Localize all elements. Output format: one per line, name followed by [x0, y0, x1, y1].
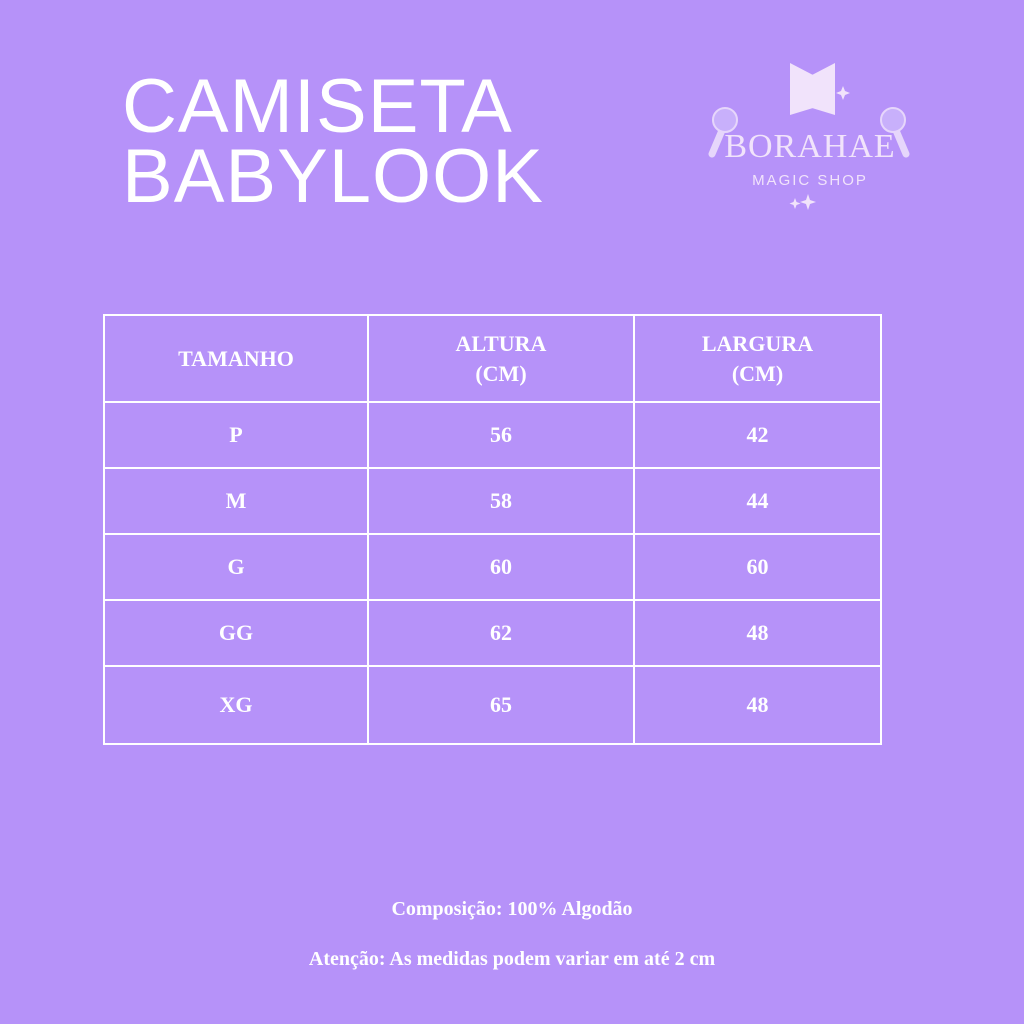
size-cell: XG — [103, 665, 369, 745]
title-line-1: CAMISETA — [122, 64, 513, 149]
composition-note: Composição: 100% Algodão — [391, 898, 633, 920]
header-width-unit: (CM) — [731, 360, 784, 386]
size-cell: G — [103, 533, 369, 601]
table-row: GG 62 48 — [103, 599, 882, 667]
width-cell: 48 — [633, 665, 882, 745]
logo-graphic — [708, 63, 910, 210]
height-cell: 56 — [367, 401, 635, 469]
title-line-2: BABYLOOK — [122, 134, 544, 219]
height-cell: 65 — [367, 665, 635, 745]
width-cell: 48 — [633, 599, 882, 667]
width-cell: 60 — [633, 533, 882, 601]
size-cell: GG — [103, 599, 369, 667]
width-cell: 42 — [633, 401, 882, 469]
sparkle-icon — [836, 86, 850, 100]
table-header-row: TAMANHO ALTURA (CM) LARGURA (CM) — [103, 314, 882, 403]
header-size: TAMANHO — [103, 314, 369, 403]
header-height-label: ALTURA — [455, 330, 547, 356]
size-table: TAMANHO ALTURA (CM) LARGURA (CM) P 56 42 M 58… — [103, 314, 882, 745]
header-width-label: LARGURA — [701, 330, 814, 356]
page-title: CAMISETA BABYLOOK — [122, 64, 544, 219]
sparkle-icon — [789, 194, 816, 210]
height-cell: 58 — [367, 467, 635, 535]
logo-brand-text: BORAHAE — [724, 128, 896, 165]
height-cell: 60 — [367, 533, 635, 601]
size-cell: M — [103, 467, 369, 535]
lightstick-left-icon — [708, 107, 738, 158]
logo-subtitle: MAGIC SHOP — [752, 172, 868, 189]
table-row: M 58 44 — [103, 467, 882, 535]
brand-logo: BORAHAE MAGIC SHOP — [700, 58, 920, 218]
lightstick-right-icon — [880, 107, 910, 158]
bts-emblem-icon — [790, 63, 835, 115]
header-width: LARGURA (CM) — [633, 314, 882, 403]
measurement-notice: Atenção: As medidas podem variar em até … — [308, 948, 716, 970]
table-row: XG 65 48 — [103, 665, 882, 745]
width-cell: 44 — [633, 467, 882, 535]
height-cell: 62 — [367, 599, 635, 667]
table-row: P 56 42 — [103, 401, 882, 469]
header-height: ALTURA (CM) — [367, 314, 635, 403]
header-height-unit: (CM) — [475, 360, 527, 386]
size-cell: P — [103, 401, 369, 469]
table-row: G 60 60 — [103, 533, 882, 601]
